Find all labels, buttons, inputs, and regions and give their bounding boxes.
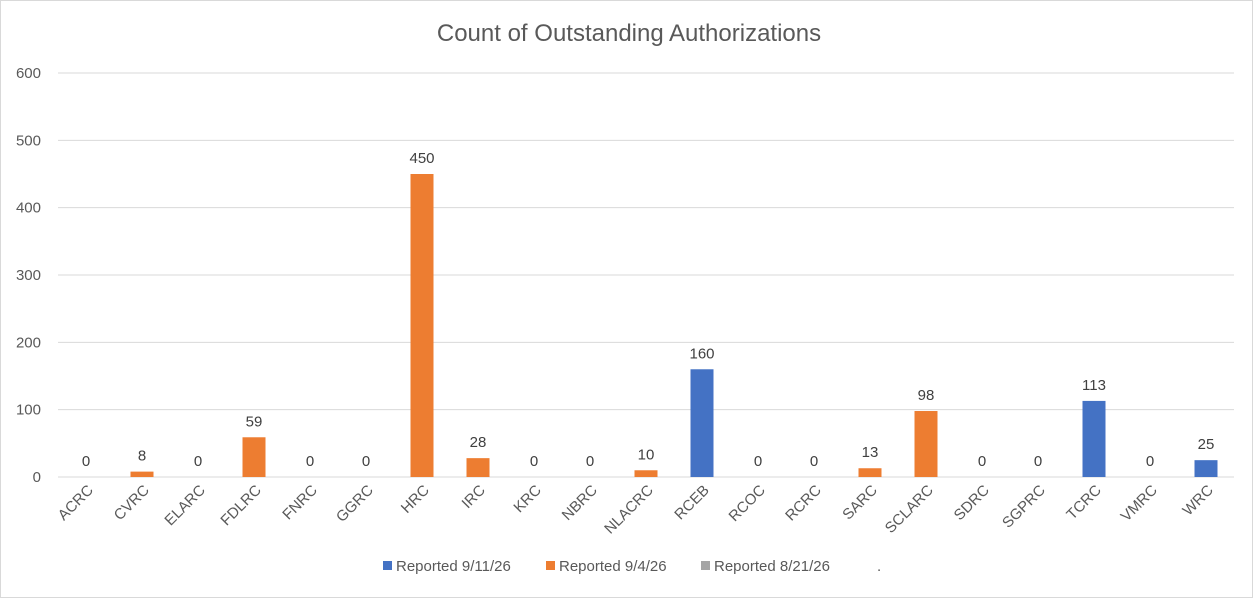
x-tick-label: CVRC xyxy=(111,482,153,524)
bar-sclarc xyxy=(914,411,938,477)
bar-rceb xyxy=(690,369,714,477)
legend: Reported 9/11/26 Reported 9/4/26 Reported … xyxy=(383,558,881,575)
x-tick-label: RCRC xyxy=(782,482,825,525)
data-label-wrc: 25 xyxy=(1198,436,1215,453)
x-tick-label: FDLRC xyxy=(217,482,264,529)
legend-swatch xyxy=(546,561,555,570)
x-tick-label: SGPRC xyxy=(999,482,1049,532)
data-label-rcrc: 0 xyxy=(810,453,818,470)
data-label-fnrc: 0 xyxy=(306,453,314,470)
bar-irc xyxy=(466,458,490,477)
y-tick-label: 600 xyxy=(16,65,41,82)
data-label-fdlrc: 59 xyxy=(246,413,263,430)
legend-label: Reported 9/4/26 xyxy=(559,558,667,575)
data-label-sdrc: 0 xyxy=(978,453,986,470)
data-label-irc: 28 xyxy=(470,434,487,451)
data-label-krc: 0 xyxy=(530,453,538,470)
y-axis-ticks: 0 100 200 300 400 500 600 xyxy=(16,65,41,486)
data-label-cvrc: 8 xyxy=(138,448,146,465)
bar-hrc xyxy=(410,174,434,477)
bars xyxy=(130,174,1218,477)
x-tick-label: FNRC xyxy=(279,482,321,524)
data-label-sgprc: 0 xyxy=(1034,453,1042,470)
x-tick-label: VMRC xyxy=(1118,482,1161,525)
data-label-tcrc: 113 xyxy=(1082,377,1106,394)
x-tick-label: WRC xyxy=(1179,482,1216,519)
bar-wrc xyxy=(1194,460,1218,477)
data-label-sclarc: 98 xyxy=(918,387,935,404)
y-tick-label: 300 xyxy=(16,267,41,284)
legend-label: Reported 8/21/26 xyxy=(714,558,830,575)
x-tick-label: IRC xyxy=(459,482,489,512)
data-label-acrc: 0 xyxy=(82,453,90,470)
bar-fdlrc xyxy=(242,437,266,477)
x-tick-label: GGRC xyxy=(333,482,377,526)
x-tick-label: SCLARC xyxy=(882,482,937,537)
y-tick-label: 100 xyxy=(16,402,41,419)
legend-swatch xyxy=(701,561,710,570)
bar-sarc xyxy=(858,468,882,477)
data-label-rcoc: 0 xyxy=(754,453,762,470)
legend-swatch xyxy=(383,561,392,570)
x-tick-label: NBRC xyxy=(559,482,601,524)
bar-cvrc xyxy=(130,471,154,477)
data-label-hrc: 450 xyxy=(409,150,434,167)
x-tick-label: ELARC xyxy=(161,482,209,530)
y-tick-label: 0 xyxy=(33,469,41,486)
y-tick-label: 400 xyxy=(16,200,41,217)
y-tick-label: 500 xyxy=(16,132,41,149)
data-label-nlacrc: 10 xyxy=(638,446,655,463)
legend-extra-entry: . xyxy=(877,558,881,575)
x-tick-label: TCRC xyxy=(1063,482,1105,524)
x-tick-label: RCEB xyxy=(671,482,712,523)
legend-label: Reported 9/11/26 xyxy=(396,558,511,575)
data-label-ggrc: 0 xyxy=(362,453,370,470)
bar-tcrc xyxy=(1082,400,1106,477)
x-tick-label: NLACRC xyxy=(601,482,657,538)
data-label-sarc: 13 xyxy=(862,444,879,461)
data-label-rceb: 160 xyxy=(689,345,714,362)
x-tick-label: SARC xyxy=(839,482,881,524)
data-label-nbrc: 0 xyxy=(586,453,594,470)
gridlines xyxy=(58,72,1234,478)
x-axis-ticks: ACRC CVRC ELARC FDLRC FNRC GGRC HRC IRC KRC NBRC N… xyxy=(55,482,1217,538)
x-tick-label: KRC xyxy=(510,482,545,517)
x-tick-label: HRC xyxy=(398,482,433,517)
chart-title: Count of Outstanding Authorizations xyxy=(437,20,821,47)
y-tick-label: 200 xyxy=(16,334,41,351)
data-label-vmrc: 0 xyxy=(1146,453,1154,470)
x-tick-label: RCOC xyxy=(726,482,769,525)
bar-nlacrc xyxy=(634,470,658,477)
data-labels: 0 8 0 59 0 0 450 28 0 0 10 160 0 0 13 98 0 0 113 0 25 xyxy=(82,150,1215,470)
x-tick-label: SDRC xyxy=(951,482,993,524)
x-tick-label: ACRC xyxy=(55,482,97,524)
data-label-elarc: 0 xyxy=(194,453,202,470)
